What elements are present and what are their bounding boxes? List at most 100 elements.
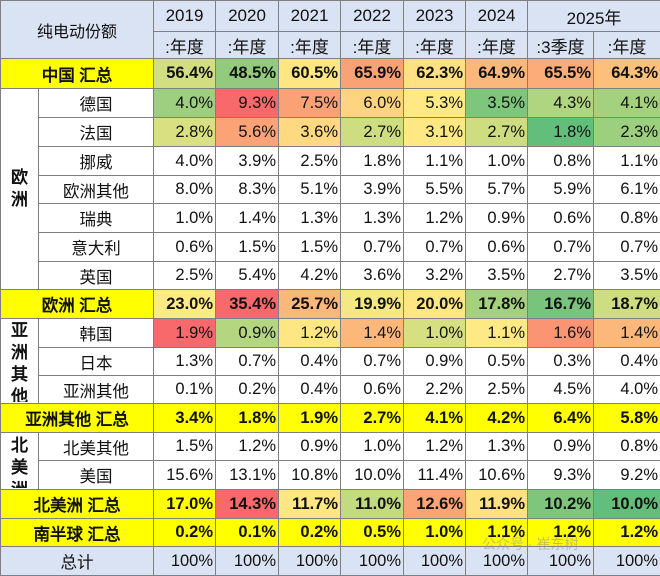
share-cell: 14.3% — [216, 490, 279, 519]
share-cell: 4.0% — [154, 89, 216, 118]
share-cell: 0.9% — [216, 319, 279, 348]
share-cell: 48.5% — [216, 59, 279, 89]
share-cell: 16.7% — [528, 290, 594, 319]
share-cell: 0.5% — [341, 519, 404, 547]
share-cell: 3.1% — [404, 118, 466, 147]
share-cell: 0.1% — [154, 376, 216, 404]
share-cell: 2.7% — [466, 118, 528, 147]
share-cell: 8.0% — [154, 176, 216, 204]
share-cell: 100% — [404, 547, 466, 576]
share-cell: 1.2% — [279, 319, 341, 348]
share-cell: 2.3% — [594, 118, 660, 147]
watermark: 公众号 · 崔东树 — [482, 534, 578, 554]
share-cell: 1.2% — [404, 204, 466, 233]
share-cell: 4.1% — [594, 89, 660, 118]
share-cell: 10.6% — [466, 461, 528, 490]
year-header: 2020 — [216, 1, 279, 32]
year-header: 2023 — [404, 1, 466, 32]
share-cell: 4.0% — [594, 376, 660, 404]
row-label: 中国 汇总 — [1, 59, 154, 89]
share-cell: 0.9% — [279, 433, 341, 461]
share-cell: 11.0% — [341, 490, 404, 519]
period-header: :年度 — [404, 32, 466, 59]
period-header: :年度 — [466, 32, 528, 59]
share-cell: 2.2% — [404, 376, 466, 404]
share-cell: 1.9% — [154, 319, 216, 348]
share-cell: 1.3% — [466, 433, 528, 461]
region-group-label: 亚洲其他 — [10, 320, 30, 402]
share-cell: 17.8% — [466, 290, 528, 319]
share-cell: 4.2% — [466, 404, 528, 433]
row-label: 南半球 汇总 — [1, 519, 154, 547]
table-row: 北美洲北美其他1.5%1.2%0.9%1.0%1.2%1.3%0.9%0.8% — [1, 433, 660, 461]
share-cell: 0.6% — [154, 233, 216, 262]
header-row-years: 纯电动份额 2019 2020 2021 2022 2023 2024 2025… — [1, 1, 660, 32]
period-header: :年度 — [216, 32, 279, 59]
share-cell: 3.9% — [341, 176, 404, 204]
share-cell: 5.3% — [404, 89, 466, 118]
share-cell: 100% — [341, 547, 404, 576]
share-cell: 11.9% — [466, 490, 528, 519]
share-cell: 1.1% — [404, 147, 466, 176]
share-cell: 0.1% — [216, 519, 279, 547]
share-cell: 9.3% — [528, 461, 594, 490]
share-cell: 3.5% — [466, 262, 528, 290]
share-cell: 0.2% — [216, 376, 279, 404]
corner-label: 纯电动份额 — [1, 1, 154, 59]
share-cell: 1.2% — [216, 433, 279, 461]
share-cell: 23.0% — [154, 290, 216, 319]
country-label: 韩国 — [39, 319, 154, 348]
share-cell: 2.7% — [528, 262, 594, 290]
share-cell: 3.5% — [594, 262, 660, 290]
share-cell: 10.2% — [528, 490, 594, 519]
share-cell: 1.5% — [216, 233, 279, 262]
year-header: 2019 — [154, 1, 216, 32]
share-cell: 0.4% — [279, 348, 341, 376]
share-cell: 1.2% — [404, 433, 466, 461]
share-cell: 1.1% — [466, 319, 528, 348]
share-cell: 2.7% — [341, 118, 404, 147]
share-cell: 3.6% — [279, 118, 341, 147]
share-cell: 1.5% — [154, 433, 216, 461]
share-cell: 1.6% — [528, 319, 594, 348]
share-cell: 0.4% — [594, 348, 660, 376]
share-cell: 0.7% — [404, 233, 466, 262]
share-cell: 4.5% — [528, 376, 594, 404]
country-label: 德国 — [39, 89, 154, 118]
share-cell: 1.4% — [594, 319, 660, 348]
year-header: 2024 — [466, 1, 528, 32]
share-cell: 4.3% — [528, 89, 594, 118]
share-cell: 10.0% — [594, 490, 660, 519]
row-label: 欧洲 汇总 — [1, 290, 154, 319]
country-label: 挪威 — [39, 147, 154, 176]
share-cell: 13.1% — [216, 461, 279, 490]
share-cell: 0.8% — [528, 147, 594, 176]
country-label: 意大利 — [39, 233, 154, 262]
share-cell: 5.6% — [216, 118, 279, 147]
share-cell: 1.8% — [528, 118, 594, 147]
share-cell: 11.4% — [404, 461, 466, 490]
share-cell: 5.4% — [216, 262, 279, 290]
share-cell: 1.0% — [404, 519, 466, 547]
share-cell: 0.9% — [466, 204, 528, 233]
share-cell: 2.8% — [154, 118, 216, 147]
share-cell: 19.9% — [341, 290, 404, 319]
share-cell: 1.9% — [279, 404, 341, 433]
share-cell: 56.4% — [154, 59, 216, 89]
share-cell: 2.7% — [341, 404, 404, 433]
share-cell: 4.1% — [404, 404, 466, 433]
period-header: :年度 — [594, 32, 660, 59]
year-header: 2025年 — [528, 1, 660, 32]
share-cell: 0.3% — [528, 348, 594, 376]
share-cell: 11.7% — [279, 490, 341, 519]
share-cell: 0.7% — [341, 233, 404, 262]
share-cell: 18.7% — [594, 290, 660, 319]
share-cell: 3.5% — [466, 89, 528, 118]
